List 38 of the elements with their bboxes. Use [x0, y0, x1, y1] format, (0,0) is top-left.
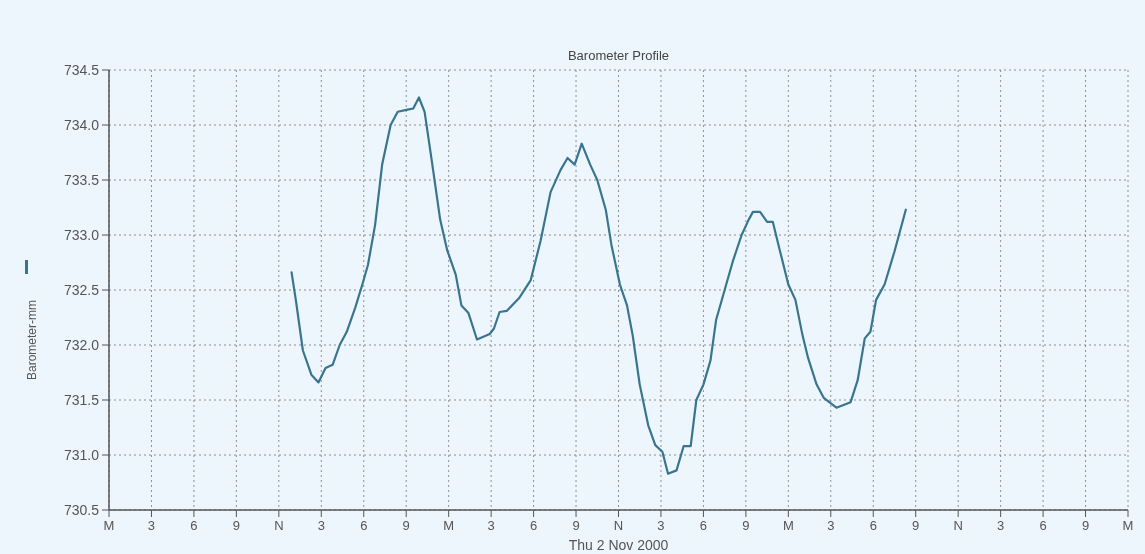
x-tick-label: N	[274, 518, 284, 533]
x-tick-label: 3	[317, 518, 325, 533]
y-axis-title: Barometer-mm	[25, 299, 39, 381]
y-tick-label: 734.5	[63, 61, 100, 78]
x-tick-label: N	[613, 518, 624, 533]
y-tick-label: 734.0	[63, 116, 100, 133]
x-tick-label: 9	[402, 518, 410, 533]
x-tick-label: 9	[912, 518, 920, 533]
chart-title: Barometer Profile	[567, 48, 670, 63]
x-tick-label: 9	[232, 518, 240, 533]
x-tick-label: 3	[147, 518, 156, 533]
y-tick-label: 730.5	[63, 501, 100, 518]
x-tick-label: M	[1122, 518, 1134, 533]
y-tick-label: 732.0	[63, 336, 100, 353]
x-tick-label: 9	[742, 518, 750, 533]
x-tick-label: M	[782, 518, 794, 533]
line-series	[290, 96, 907, 475]
x-tick-label: 3	[997, 518, 1005, 533]
x-tick-label: 6	[360, 518, 368, 533]
x-tick-label: 3	[487, 518, 495, 533]
x-tick-label: 9	[1081, 518, 1090, 533]
x-tick-label: 6	[190, 518, 198, 533]
x-tick-label: 6	[869, 518, 877, 533]
y-tick-label: 731.0	[63, 446, 100, 463]
x-tick-label: N	[953, 518, 963, 533]
x-tick-label: M	[443, 518, 455, 533]
y-tick-label: 733.5	[63, 171, 100, 188]
x-axis-title: Thu 2 Nov 2000	[568, 537, 669, 553]
x-tick-label: 6	[699, 518, 708, 533]
x-tick-label: M	[103, 518, 115, 533]
y-tick-label: 733.0	[63, 226, 100, 243]
x-tick-label: 3	[827, 518, 835, 533]
x-tick-label: 6	[1039, 518, 1047, 533]
y-tick-label: 732.5	[63, 281, 100, 298]
y-tick-label: 731.5	[63, 391, 100, 408]
x-tick-label: 3	[657, 518, 665, 533]
x-tick-label: 6	[529, 518, 538, 533]
x-tick-label: 9	[572, 518, 580, 533]
